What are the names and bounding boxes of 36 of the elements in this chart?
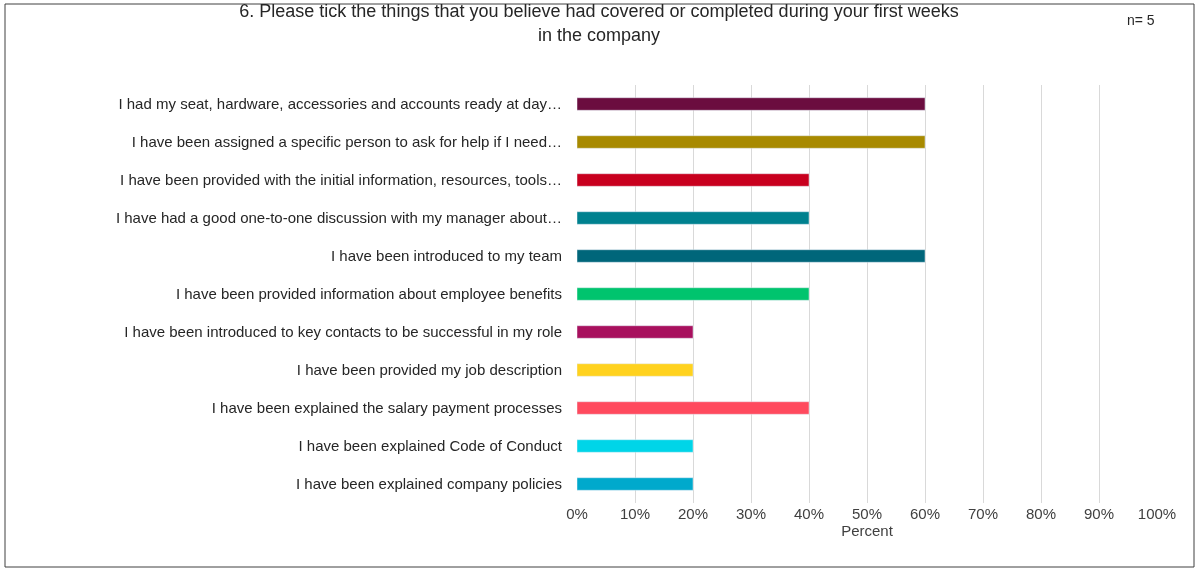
x-tick-label: 50% xyxy=(851,505,883,522)
y-tick-label: I have been provided information about employee benefits xyxy=(175,285,562,303)
x-tick-label: 10% xyxy=(619,505,651,522)
y-tick-label: I have been explained the salary payment processes xyxy=(211,399,562,417)
y-tick-label: I have had a good one-to-one discussion with my manager about… xyxy=(115,209,562,227)
y-tick-label: I have been explained company policies xyxy=(295,475,562,493)
x-tick-label: 0% xyxy=(566,505,588,522)
bar xyxy=(577,363,694,377)
bar xyxy=(577,401,810,415)
bar xyxy=(577,325,694,339)
bar xyxy=(577,211,810,225)
x-axis-title: Percent xyxy=(841,522,894,539)
y-tick-label: I have been explained Code of Conduct xyxy=(298,437,563,455)
x-tick-label: 80% xyxy=(1025,505,1057,522)
text: n= 5 xyxy=(1127,12,1155,28)
x-tick-label: 100% xyxy=(1137,505,1177,522)
chart-title: 6. Please tick the things that you believe had covered or completed during your first weeks in the company xyxy=(239,1,959,45)
bar xyxy=(577,97,926,111)
x-tick-label: 70% xyxy=(967,505,999,522)
x-tick-label: 40% xyxy=(793,505,825,522)
bar xyxy=(577,249,926,263)
x-tick-label: 30% xyxy=(735,505,767,522)
y-tick-label: I have been provided my job description xyxy=(296,361,562,379)
x-tick-label: 60% xyxy=(909,505,941,522)
x-tick-label: 20% xyxy=(677,505,709,522)
y-tick-label: I have been introduced to key contacts to be successful in my role xyxy=(124,323,562,341)
x-tick-label: 90% xyxy=(1083,505,1115,522)
bar xyxy=(577,477,694,491)
bar xyxy=(577,439,694,453)
bar xyxy=(577,135,926,149)
y-tick-label: I have been assigned a specific person to ask for help if I need… xyxy=(131,133,562,151)
bar xyxy=(577,173,810,187)
bar xyxy=(577,287,810,301)
y-tick-label: I have been introduced to my team xyxy=(331,247,562,265)
y-tick-label: I have been provided with the initial information, resources, tools… xyxy=(120,171,562,189)
y-tick-label: I had my seat, hardware, accessories and accounts ready at day… xyxy=(118,95,562,113)
